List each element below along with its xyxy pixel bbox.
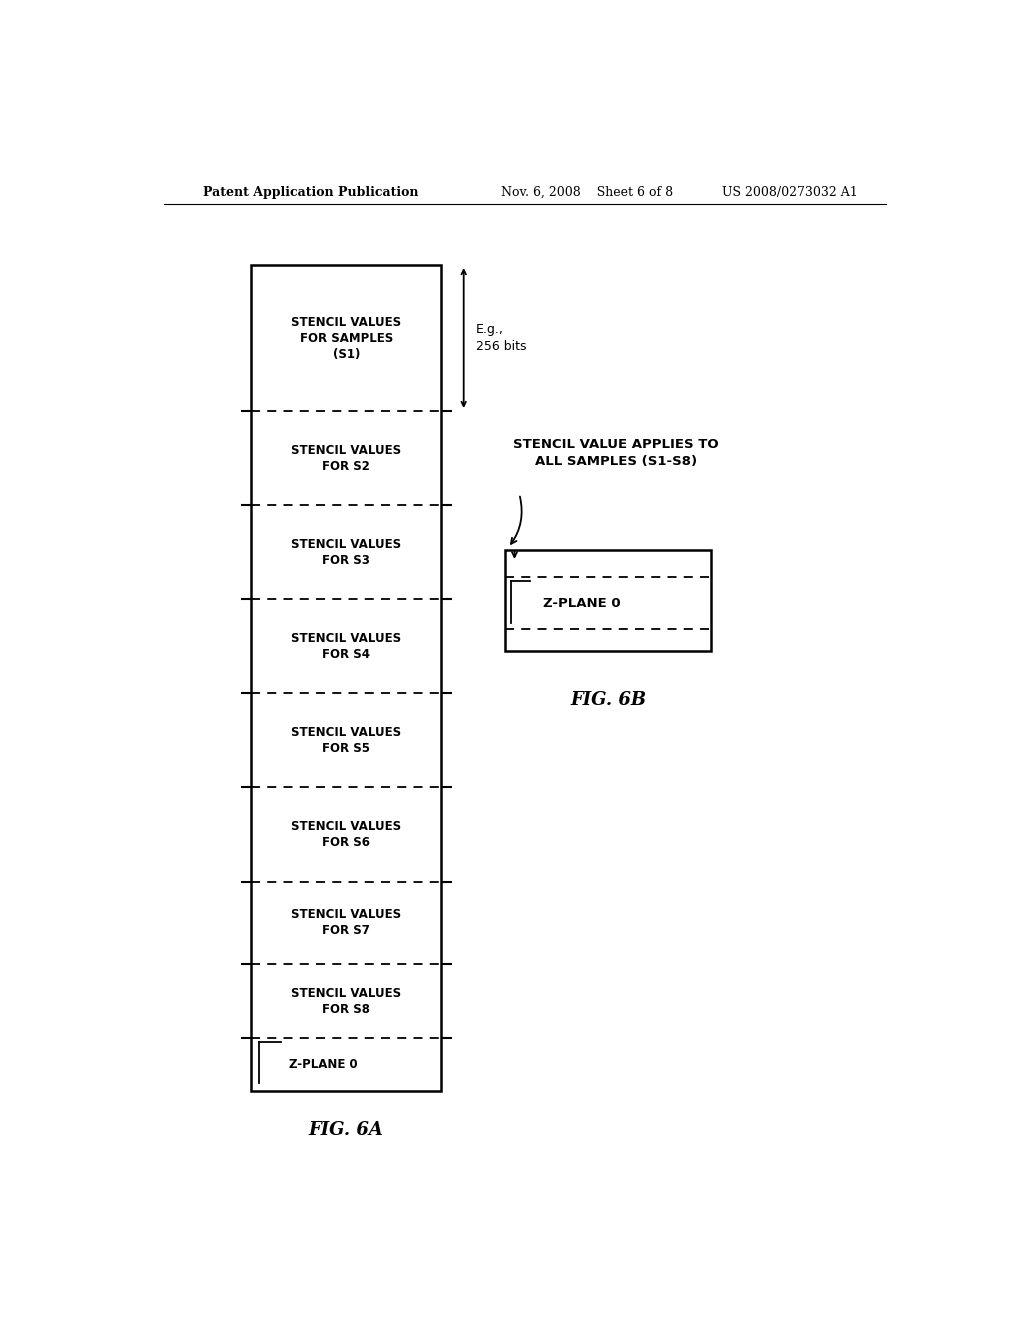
Text: E.g.,
256 bits: E.g., 256 bits xyxy=(475,323,526,352)
Text: STENCIL VALUES
FOR SAMPLES
(S1): STENCIL VALUES FOR SAMPLES (S1) xyxy=(291,315,401,360)
Text: STENCIL VALUES
FOR S5: STENCIL VALUES FOR S5 xyxy=(291,726,401,755)
Text: STENCIL VALUES
FOR S7: STENCIL VALUES FOR S7 xyxy=(291,908,401,937)
Text: STENCIL VALUES
FOR S6: STENCIL VALUES FOR S6 xyxy=(291,820,401,849)
Text: FIG. 6B: FIG. 6B xyxy=(570,692,646,709)
Text: Nov. 6, 2008    Sheet 6 of 8: Nov. 6, 2008 Sheet 6 of 8 xyxy=(501,186,673,199)
Text: US 2008/0273032 A1: US 2008/0273032 A1 xyxy=(722,186,858,199)
Text: FIG. 6A: FIG. 6A xyxy=(309,1121,384,1139)
Text: STENCIL VALUES
FOR S8: STENCIL VALUES FOR S8 xyxy=(291,986,401,1015)
Text: STENCIL VALUES
FOR S2: STENCIL VALUES FOR S2 xyxy=(291,444,401,473)
Bar xyxy=(251,265,441,1092)
Text: Z-PLANE 0: Z-PLANE 0 xyxy=(543,597,621,610)
Text: Patent Application Publication: Patent Application Publication xyxy=(204,186,419,199)
Text: STENCIL VALUES
FOR S3: STENCIL VALUES FOR S3 xyxy=(291,537,401,566)
Bar xyxy=(505,549,712,651)
Text: Z-PLANE 0: Z-PLANE 0 xyxy=(289,1059,357,1071)
Text: STENCIL VALUE APPLIES TO
ALL SAMPLES (S1-S8): STENCIL VALUE APPLIES TO ALL SAMPLES (S1… xyxy=(513,438,719,469)
Text: STENCIL VALUES
FOR S4: STENCIL VALUES FOR S4 xyxy=(291,632,401,661)
